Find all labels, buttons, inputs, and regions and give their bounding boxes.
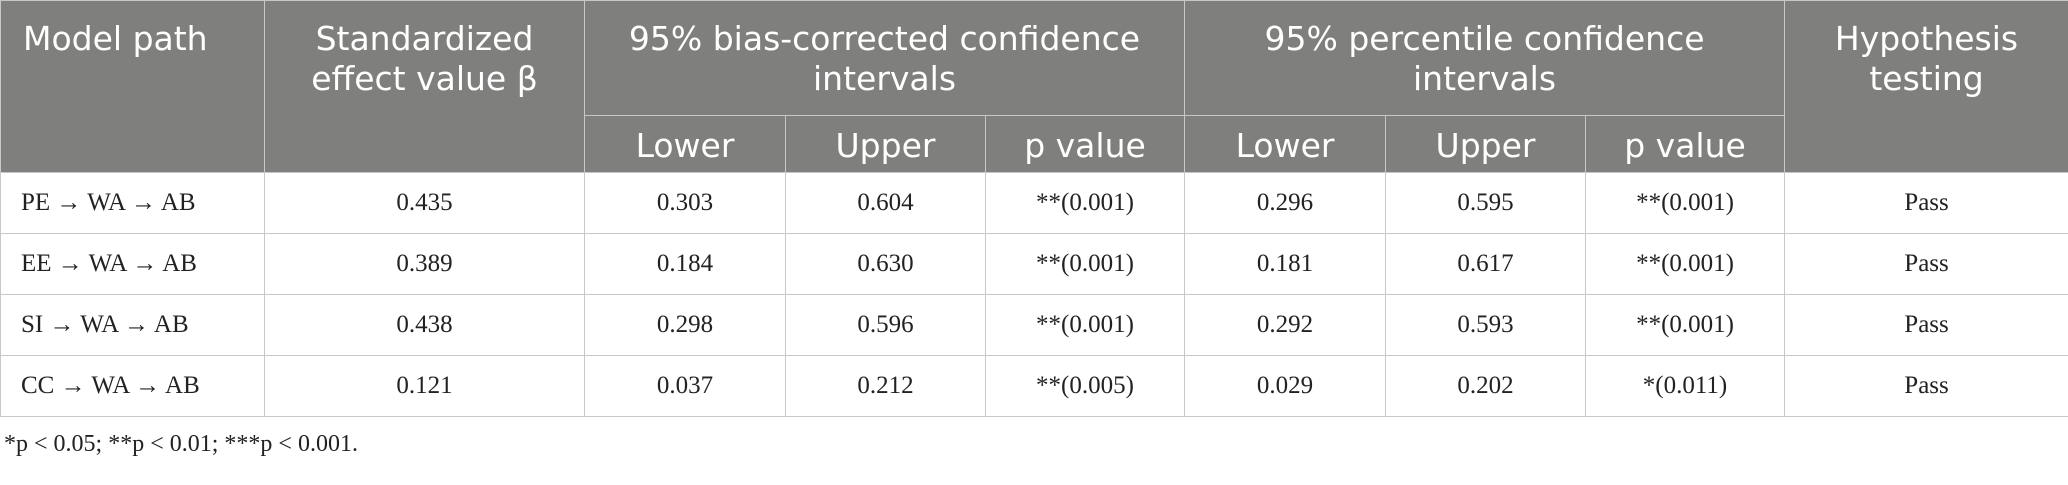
table-cell: SI → WA → AB xyxy=(0,294,265,356)
table-cell: **(0.001) xyxy=(1585,233,1786,295)
table-cell: 0.029 xyxy=(1184,355,1387,417)
subheader-cell: Lower xyxy=(584,115,786,173)
header-cell: Model path xyxy=(0,0,265,173)
table-cell: 0.630 xyxy=(785,233,986,295)
table-cell: 0.303 xyxy=(584,172,786,234)
table-row: CC → WA → AB 0.121 0.037 0.212 **(0.005) 0.02… xyxy=(0,355,2068,417)
table-cell: 0.617 xyxy=(1385,233,1587,295)
subheader-cell: Lower xyxy=(1184,115,1387,173)
table-cell: Pass xyxy=(1784,172,2068,234)
table-cell: CC → WA → AB xyxy=(0,355,265,417)
table-cell: 0.593 xyxy=(1385,294,1587,356)
subheader-cell: Upper xyxy=(785,115,986,173)
table-cell: 0.596 xyxy=(785,294,986,356)
header-cell: Hypothesis testing xyxy=(1784,0,2068,173)
table-cell: 0.438 xyxy=(264,294,585,356)
footnote: *p < 0.05; **p < 0.01; ***p < 0.001. xyxy=(4,431,358,457)
table-cell: PE → WA → AB xyxy=(0,172,265,234)
table-cell: **(0.001) xyxy=(984,172,1186,234)
subheader-cell: p value xyxy=(984,115,1186,173)
table-cell: **(0.001) xyxy=(1585,294,1786,356)
header-cell: 95% percentile confidence intervals xyxy=(1184,0,1786,116)
table-cell: Pass xyxy=(1784,294,2068,356)
table-cell: Pass xyxy=(1784,355,2068,417)
table-cell: **(0.001) xyxy=(984,233,1186,295)
table-row: EE → WA → AB 0.389 0.184 0.630 **(0.001) 0.18… xyxy=(0,233,2068,295)
table-cell: **(0.001) xyxy=(984,294,1186,356)
table-cell: 0.389 xyxy=(264,233,585,295)
table-cell: 0.212 xyxy=(785,355,986,417)
subheader-cell: p value xyxy=(1585,115,1786,173)
table-cell: 0.604 xyxy=(785,172,986,234)
table-cell: Pass xyxy=(1784,233,2068,295)
table-cell: 0.121 xyxy=(264,355,585,417)
table-cell: 0.037 xyxy=(584,355,786,417)
table-cell: 0.292 xyxy=(1184,294,1387,356)
table-cell: 0.296 xyxy=(1184,172,1387,234)
subheader-cell: Upper xyxy=(1385,115,1587,173)
table-cell: 0.595 xyxy=(1385,172,1587,234)
results-table: Model path Standardized effect value β 9… xyxy=(0,0,2068,417)
header-cell: Standardized effect value β xyxy=(264,0,585,173)
table-cell: 0.435 xyxy=(264,172,585,234)
table-cell: **(0.001) xyxy=(1585,172,1786,234)
table-row: PE → WA → AB 0.435 0.303 0.604 **(0.001) 0.29… xyxy=(0,172,2068,234)
table-cell: *(0.011) xyxy=(1585,355,1786,417)
table-cell: **(0.005) xyxy=(984,355,1186,417)
header-cell: 95% bias-corrected confidence intervals xyxy=(583,0,1186,116)
table-cell: 0.202 xyxy=(1385,355,1587,417)
table-cell: 0.181 xyxy=(1184,233,1387,295)
table-cell: 0.184 xyxy=(584,233,786,295)
table-cell: EE → WA → AB xyxy=(0,233,265,295)
table-cell: 0.298 xyxy=(584,294,786,356)
table-row: SI → WA → AB 0.438 0.298 0.596 **(0.001) 0.29… xyxy=(0,294,2068,356)
